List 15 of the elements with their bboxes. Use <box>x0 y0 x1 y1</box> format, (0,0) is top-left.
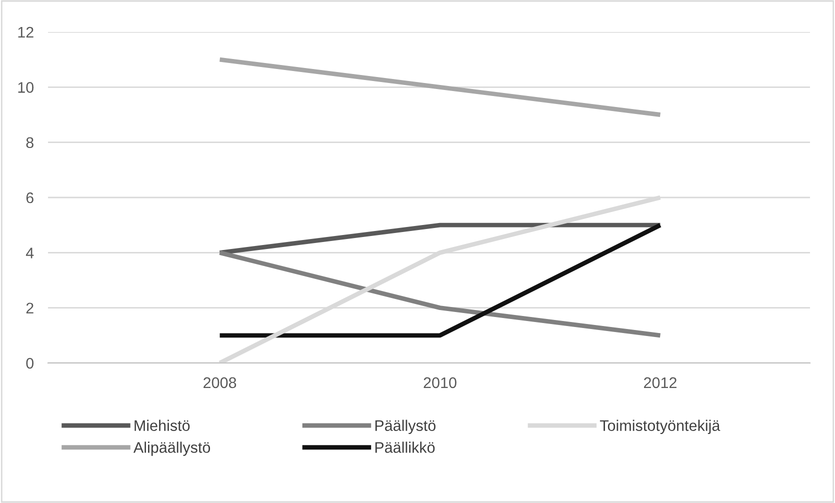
y-tick-label: 6 <box>26 192 34 204</box>
legend-label: Toimistotyöntekijä <box>600 420 720 434</box>
y-tick-label: 0 <box>26 358 34 369</box>
y-tick-label: 2 <box>26 302 34 314</box>
legend-label: Päällystö <box>375 420 436 434</box>
y-tick-label: 12 <box>18 26 34 38</box>
x-tick-label: 2010 <box>424 377 456 388</box>
x-tick-label: 2008 <box>204 377 236 388</box>
legend-label: Miehistö <box>134 420 190 431</box>
legend-label: Alipäällystö <box>133 442 210 456</box>
x-tick-label: 2012 <box>644 377 676 388</box>
y-tick-label: 4 <box>26 248 34 258</box>
y-tick-label: 8 <box>26 137 34 148</box>
legend-label: Päällikkö <box>375 442 435 453</box>
y-tick-label: 10 <box>18 82 34 93</box>
